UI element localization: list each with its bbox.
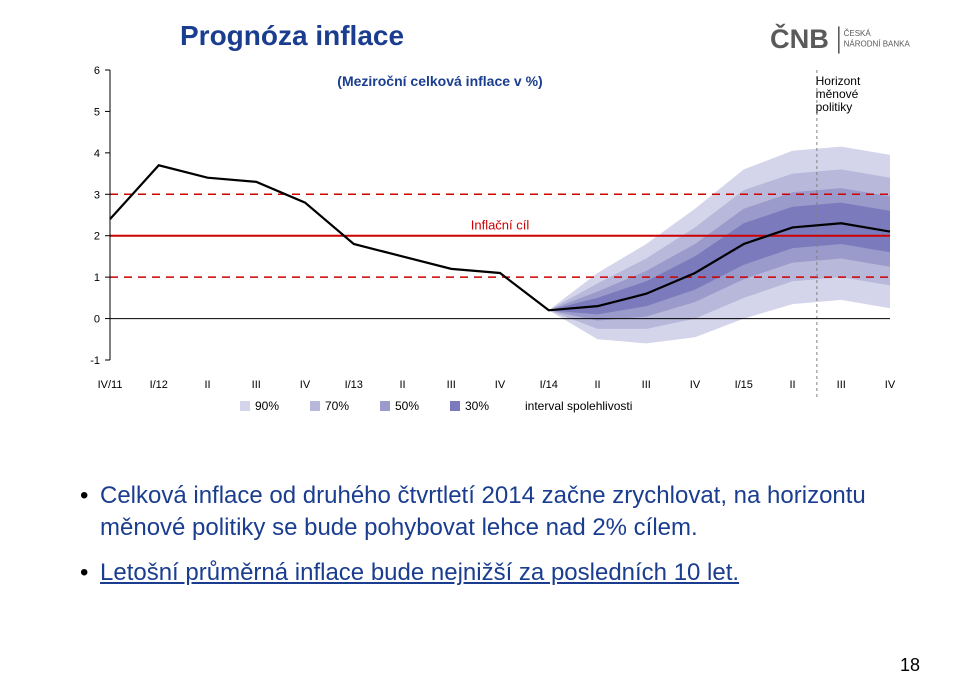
x-tick-label: II <box>399 379 405 391</box>
cnb-logo: ČNB ČESKÁ NÁRODNÍ BANKA <box>770 20 930 60</box>
y-tick-label: 6 <box>94 65 100 77</box>
x-tick-label: III <box>642 379 651 391</box>
x-tick-label: IV <box>495 379 506 391</box>
logo-divider <box>838 26 840 53</box>
bullet-text: Celková inflace od druhého čtvrtletí 201… <box>100 480 900 545</box>
y-tick-label: -1 <box>90 355 100 367</box>
x-tick-label: III <box>837 379 846 391</box>
legend-swatch <box>450 401 460 411</box>
page-number: 18 <box>900 655 920 676</box>
y-tick-label: 3 <box>94 189 100 201</box>
x-tick-label: II <box>789 379 795 391</box>
y-tick-label: 1 <box>94 272 100 284</box>
bullet-1-text: Celková inflace od druhého čtvrtletí 201… <box>100 482 866 541</box>
bullet-text: Letošní průměrná inflace bude nejnižší z… <box>100 557 900 589</box>
y-tick-label: 4 <box>94 148 100 160</box>
y-tick-label: 2 <box>94 231 100 243</box>
x-tick-label: III <box>447 379 456 391</box>
bullet-list: • Celková inflace od druhého čtvrtletí 2… <box>80 480 900 601</box>
chart-subtitle: (Meziroční celková inflace v %) <box>337 73 542 89</box>
inflation-target-label: Inflační cíl <box>471 218 530 233</box>
logo-line1: ČESKÁ <box>844 29 872 38</box>
legend-swatch <box>380 401 390 411</box>
x-tick-label: IV/11 <box>98 379 123 391</box>
logo-line2: NÁRODNÍ BANKA <box>844 39 911 48</box>
x-tick-label: III <box>252 379 261 391</box>
x-tick-label: IV <box>690 379 701 391</box>
legend-label: 70% <box>325 399 349 413</box>
inflation-fan-chart: Inflační cíl Horizontměnovépolitiky -1 0 1 2 3… <box>60 60 900 430</box>
x-tick-label: I/14 <box>540 379 558 391</box>
x-tick-label: I/13 <box>345 379 363 391</box>
page-title: Prognóza inflace <box>180 20 404 52</box>
logo-cnb: ČNB <box>770 22 829 54</box>
y-tick-label: 5 <box>94 106 100 118</box>
horizon-label: Horizont <box>816 74 861 88</box>
bullet-marker: • <box>80 557 100 589</box>
legend-label: 50% <box>395 399 419 413</box>
x-tick-label: IV <box>300 379 311 391</box>
legend-suffix: interval spolehlivosti <box>525 399 632 413</box>
title-text: Prognóza inflace <box>180 20 404 51</box>
bullet-marker: • <box>80 480 100 545</box>
page-number-text: 18 <box>900 655 920 675</box>
legend-swatch <box>240 401 250 411</box>
bullet-2: • Letošní průměrná inflace bude nejnižší… <box>80 557 900 589</box>
x-tick-label: IV <box>885 379 896 391</box>
y-tick-label: 0 <box>94 314 100 326</box>
horizon-label: měnové <box>816 87 859 101</box>
legend-label: 90% <box>255 399 279 413</box>
x-tick-label: I/12 <box>150 379 168 391</box>
bullet-2-text: Letošní průměrná inflace bude nejnižší z… <box>100 559 739 586</box>
x-tick-label: II <box>594 379 600 391</box>
legend-swatch <box>310 401 320 411</box>
x-tick-label: II <box>204 379 210 391</box>
x-tick-label: I/15 <box>735 379 753 391</box>
bullet-1: • Celková inflace od druhého čtvrtletí 2… <box>80 480 900 545</box>
horizon-label: politiky <box>816 100 853 114</box>
legend-label: 30% <box>465 399 489 413</box>
